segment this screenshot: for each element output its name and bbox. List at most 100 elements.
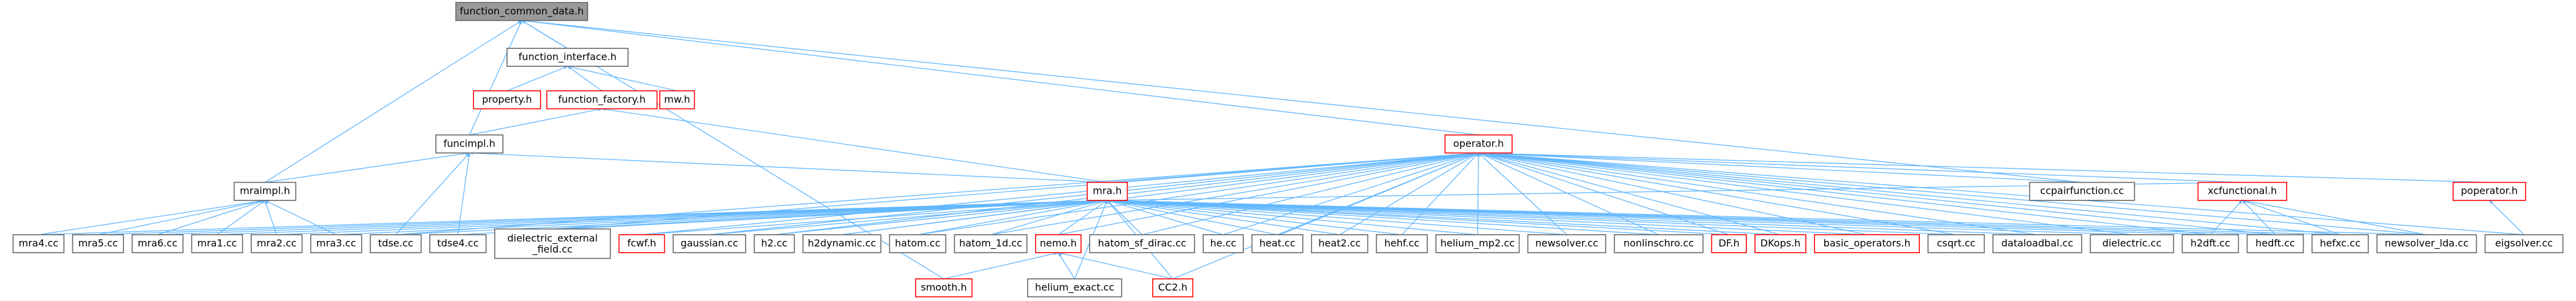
node-label[interactable]: mra5.cc (78, 237, 118, 249)
node-label[interactable]: mra.h (1093, 185, 1122, 197)
node[interactable]: hedft.cc (2246, 234, 2304, 254)
node[interactable]: h2dft.cc (2181, 234, 2239, 254)
node-box[interactable] (1613, 234, 1704, 254)
node[interactable]: hatom.cc (889, 234, 947, 254)
node[interactable]: fcwf.h (618, 234, 665, 254)
node-label[interactable]: function_common_data.h (460, 5, 584, 17)
node-box[interactable] (429, 234, 487, 254)
node-label[interactable]: tdse.cc (378, 237, 413, 249)
node-label[interactable]: mw.h (664, 93, 690, 105)
node-box[interactable] (455, 2, 589, 21)
node-label[interactable]: hehf.cc (1384, 237, 1419, 249)
node[interactable]: mra5.cc (72, 234, 124, 254)
node-label[interactable]: eigsolver.cc (2495, 237, 2553, 249)
node-label[interactable]: helium_exact.cc (1035, 281, 1114, 294)
node-box[interactable] (1027, 278, 1123, 298)
node-label[interactable]: h2.cc (761, 237, 787, 249)
node-box[interactable] (1310, 234, 1369, 254)
node[interactable]: hatom_sf_dirac.cc (1089, 234, 1195, 254)
node-box[interactable] (1089, 234, 1195, 254)
node-label[interactable]: xcfunctional.h (2207, 185, 2277, 197)
node-label[interactable]: dataloadbal.cc (2001, 237, 2073, 249)
node[interactable]: tdse.cc (370, 234, 422, 254)
node[interactable]: smooth.h (915, 278, 973, 298)
node[interactable]: helium_exact.cc (1027, 278, 1123, 298)
node-box[interactable] (915, 278, 973, 298)
node-box[interactable] (1754, 234, 1806, 254)
node-label[interactable]: fcwf.h (627, 237, 656, 249)
node-label[interactable]: mra2.cc (257, 237, 297, 249)
node-box[interactable] (1992, 234, 2082, 254)
node-label[interactable]: heat.cc (1259, 237, 1296, 249)
node-box[interactable] (1814, 234, 1920, 254)
node[interactable]: h2dynamic.cc (802, 234, 882, 254)
node-label[interactable]: property.h (482, 93, 532, 105)
node-label[interactable]: hedft.cc (2255, 237, 2295, 249)
node-label[interactable]: function_interface.h (519, 51, 617, 63)
node[interactable]: dataloadbal.cc (1992, 234, 2082, 254)
node-box[interactable] (1202, 234, 1244, 254)
node-box[interactable] (954, 234, 1028, 254)
node-box[interactable] (1152, 278, 1194, 298)
node-box[interactable] (1444, 134, 1513, 154)
node-box[interactable] (1927, 234, 1985, 254)
node-box[interactable] (2376, 234, 2477, 254)
node-box[interactable] (1087, 181, 1128, 201)
node-label[interactable]: CC2.h (1158, 281, 1188, 293)
node-box[interactable] (802, 234, 882, 254)
node-box[interactable] (1711, 234, 1747, 254)
node[interactable]: mra4.cc (12, 234, 65, 254)
node-box[interactable] (889, 234, 947, 254)
node-box[interactable] (672, 234, 746, 254)
node-box[interactable] (1527, 234, 1607, 254)
node-box[interactable] (2197, 181, 2287, 201)
node-box[interactable] (1251, 234, 1304, 254)
node-box[interactable] (2090, 234, 2174, 254)
node-label[interactable]: nonlinschro.cc (1624, 237, 1694, 249)
node[interactable]: helium_mp2.cc (1435, 234, 1520, 254)
node-box[interactable] (310, 234, 362, 254)
node-label[interactable]: he.cc (1210, 237, 1237, 249)
node[interactable]: property.h (473, 90, 541, 110)
node-label[interactable]: mra6.cc (138, 237, 178, 249)
node-box[interactable] (191, 234, 243, 254)
node-box[interactable] (435, 134, 503, 154)
node-box[interactable] (1035, 234, 1082, 254)
node-box[interactable] (1435, 234, 1520, 254)
node[interactable]: operator.h (1444, 134, 1513, 154)
node[interactable]: newsolver.cc (1527, 234, 1607, 254)
node[interactable]: csqrt.cc (1927, 234, 1985, 254)
node[interactable]: CC2.h (1152, 278, 1194, 298)
node[interactable]: funcimpl.h (435, 134, 503, 154)
node-label[interactable]: basic_operators.h (1824, 237, 1911, 250)
node-label[interactable]: gaussian.cc (681, 237, 738, 249)
node-label[interactable]: nemo.h (1040, 237, 1077, 249)
node-label[interactable]: mra4.cc (18, 237, 58, 249)
node-box[interactable] (494, 228, 611, 259)
node[interactable]: h2.cc (754, 234, 795, 254)
node-label[interactable]: DKops.h (1760, 237, 1801, 249)
node-label[interactable]: heat2.cc (1318, 237, 1361, 249)
node-label[interactable]: helium_mp2.cc (1440, 237, 1515, 250)
node-box[interactable] (1375, 234, 1428, 254)
node[interactable]: mra1.cc (191, 234, 243, 254)
node-label[interactable]: tdse4.cc (437, 237, 478, 249)
node[interactable]: mw.h (659, 90, 695, 110)
node[interactable]: hehf.cc (1375, 234, 1428, 254)
node-label[interactable]: dielectric_external _field.cc (507, 232, 597, 256)
node-label[interactable]: hatom_1d.cc (959, 237, 1022, 250)
node-box[interactable] (2452, 181, 2526, 201)
node-box[interactable] (2484, 234, 2564, 254)
node-label[interactable]: mra1.cc (197, 237, 237, 249)
node[interactable]: poperator.h (2452, 181, 2526, 201)
node-label[interactable]: mra3.cc (316, 237, 356, 249)
node-label[interactable]: h2dynamic.cc (808, 237, 876, 249)
node-box[interactable] (12, 234, 65, 254)
node-label[interactable]: poperator.h (2461, 185, 2518, 197)
node-box[interactable] (131, 234, 184, 254)
node[interactable]: xcfunctional.h (2197, 181, 2287, 201)
node-box[interactable] (370, 234, 422, 254)
node-box[interactable] (72, 234, 124, 254)
node-box[interactable] (2029, 181, 2135, 201)
node[interactable]: function_factory.h (546, 90, 658, 110)
